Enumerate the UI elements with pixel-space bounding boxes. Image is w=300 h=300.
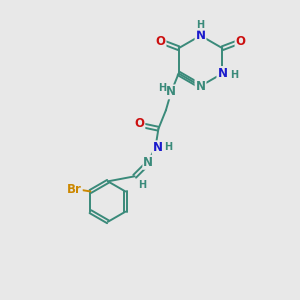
Text: N: N <box>196 80 206 93</box>
Text: O: O <box>155 35 166 48</box>
Text: N: N <box>196 29 206 42</box>
Text: Br: Br <box>67 183 82 196</box>
Text: O: O <box>236 35 245 48</box>
Text: N: N <box>166 85 176 98</box>
Text: H: H <box>230 70 238 80</box>
Text: H: H <box>164 142 172 152</box>
Text: N: N <box>153 141 163 154</box>
Text: O: O <box>134 117 144 130</box>
Text: H: H <box>158 83 166 93</box>
Text: H: H <box>196 20 205 30</box>
Text: N: N <box>218 67 227 80</box>
Text: H: H <box>138 180 146 190</box>
Text: N: N <box>143 156 153 169</box>
